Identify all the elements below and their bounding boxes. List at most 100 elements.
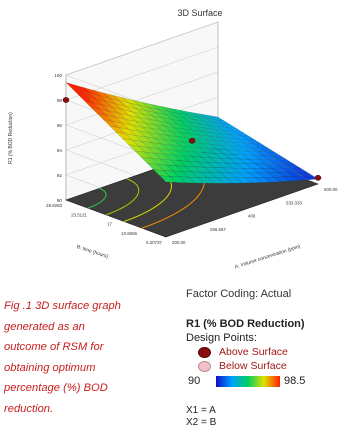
surface-cell	[263, 177, 281, 183]
below-surface-label: Below Surface	[219, 360, 287, 372]
surface-chart: 3D Surface R1 (% BOD Reduction) A: Volume…	[8, 8, 338, 271]
surface-cell	[282, 176, 300, 182]
color-scale-max: 98.5	[284, 375, 306, 387]
z-gridline	[65, 21, 219, 113]
surface-cell	[71, 88, 89, 98]
surface-cell	[178, 176, 195, 184]
surface-cell	[203, 167, 221, 173]
surface-cell	[206, 177, 224, 184]
design-point-above	[188, 137, 196, 144]
response-surface	[65, 82, 319, 184]
y-tick-label: 10.6066	[121, 231, 137, 236]
surface-cell	[301, 174, 319, 180]
x-axis-title: A: Volume concentration (ppm)	[234, 243, 301, 270]
surface-cell	[211, 121, 228, 128]
surface-cell	[254, 163, 272, 169]
surface-cell	[238, 172, 256, 179]
surface-cell	[102, 119, 120, 128]
z-tick-label: 98	[57, 98, 63, 103]
response-name: R1 (% BOD Reduction)	[186, 318, 305, 330]
color-scale: 90 98.5	[186, 375, 342, 387]
legend-below: Below Surface	[186, 360, 342, 372]
design-points	[62, 97, 322, 181]
surface-cell	[273, 176, 291, 182]
z-tick-label: 94	[57, 148, 63, 153]
chart-title: 3D Surface	[177, 8, 222, 18]
z-tick-label: 100	[54, 73, 62, 78]
surface-cell	[184, 150, 202, 158]
above-surface-label: Above Surface	[219, 346, 288, 358]
contour-line	[87, 187, 107, 209]
surface-cell	[150, 157, 167, 166]
caption-line: generated as an	[4, 320, 85, 333]
y-tick-label: 17	[107, 222, 112, 227]
caption-line: Fig .1 3D surface graph	[4, 300, 121, 312]
surface-cell	[279, 167, 297, 173]
caption-line: reduction.	[4, 402, 54, 415]
surface-cell	[210, 132, 228, 139]
surface-cell	[109, 125, 127, 135]
surface-cell	[153, 169, 170, 177]
surface-cell	[96, 113, 114, 122]
surface-cell	[244, 177, 262, 183]
caption-line: obtaining optimum	[4, 361, 96, 374]
surface-cell	[245, 139, 262, 145]
surface-cell	[181, 171, 199, 178]
surface-cell	[248, 146, 266, 152]
surface-cell	[203, 152, 221, 159]
surface-cell	[156, 148, 174, 156]
surface-cell	[216, 177, 233, 184]
surface-cell	[184, 165, 202, 173]
y-tick-label: 28.8283	[46, 203, 62, 208]
legend-above: Above Surface	[186, 346, 342, 358]
z-tick-label: 92	[57, 173, 63, 178]
x-tick-label: 266.667	[210, 227, 226, 232]
surface-cell	[175, 150, 193, 157]
surface-cell	[182, 128, 200, 136]
figure-caption: Fig .1 3D surface graph generated as an …	[4, 296, 180, 419]
factor-code-x1: X1 = A	[186, 405, 216, 416]
surface-cell	[140, 156, 158, 165]
surface-cell	[168, 176, 186, 183]
z-tick-label: 90	[57, 198, 63, 203]
above-surface-marker	[198, 346, 211, 358]
surface-cell	[65, 82, 82, 92]
color-scale-bar	[216, 375, 280, 387]
below-surface-marker	[198, 360, 211, 372]
z-axis-title: R1 (% BOD Reduction)	[8, 112, 14, 164]
x-tick-label: 600.00	[324, 187, 338, 192]
surface-cell	[162, 170, 180, 177]
surface-cell	[146, 163, 164, 171]
surface-cell	[292, 175, 310, 181]
x-tick-label: 533.333	[286, 200, 302, 205]
y-axis-title: B: time (hours)	[76, 244, 109, 260]
contour-line	[105, 178, 140, 216]
y-tick-label: 5.20737	[146, 240, 162, 245]
axis-ticks: 90 92 94 96 98 100 200.00 266.667 400 533.333 600.…	[46, 73, 338, 245]
design-point-above	[62, 97, 70, 103]
factor-codes: X1 = A X2 = B	[186, 405, 342, 429]
surface-cell	[223, 130, 240, 136]
factor-code-x2: X2 = B	[186, 417, 217, 428]
surface-cell	[270, 155, 288, 160]
caption-line: percentage (%) BOD	[4, 382, 108, 394]
surface-cell	[225, 177, 243, 184]
surface-cell	[195, 126, 212, 133]
surface-cell	[233, 131, 250, 137]
z-tick-label: 96	[57, 123, 63, 128]
surface-cell	[229, 145, 247, 152]
surface-cell	[235, 163, 253, 169]
color-scale-min: 90	[188, 375, 201, 387]
x-tick-label: 200.00	[172, 240, 186, 245]
caption-line: outcome of RSM for	[4, 341, 104, 353]
z-gridline	[65, 71, 219, 163]
x-tick-label: 400	[248, 214, 256, 219]
design-point-above	[314, 174, 322, 181]
factor-coding: Factor Coding: Actual	[186, 288, 292, 300]
surface-cell	[169, 144, 187, 152]
legend-panel: Factor Coding: Actual R1 (% BOD Reductio…	[186, 288, 342, 429]
surface-cell	[132, 99, 149, 108]
surface-cell	[251, 143, 269, 149]
surface-cell	[226, 149, 244, 156]
design-points-label: Design Points:	[186, 332, 257, 344]
